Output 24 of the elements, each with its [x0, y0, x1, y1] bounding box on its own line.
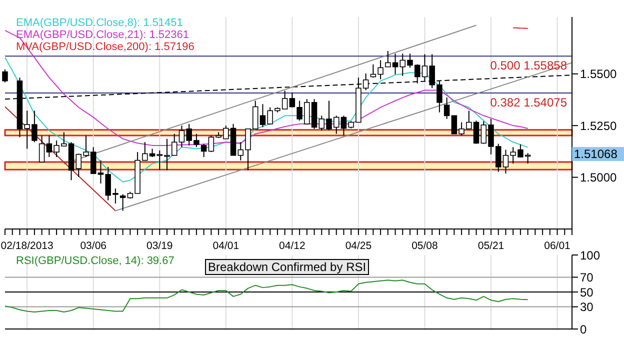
y-tick-label: 1.5500 — [580, 67, 618, 82]
text: RSI(GBP/USD.Close, 14): 39.67 — [16, 255, 174, 267]
x-tick-label: 02/18/2013 — [0, 240, 54, 252]
x-tick-label: 03/19 — [146, 240, 173, 252]
x-tick-label: 05/21 — [478, 240, 504, 252]
x-tick-label: 06/01 — [544, 240, 571, 252]
x-tick-label: 04/12 — [279, 240, 306, 252]
y-tick-label: 1.5000 — [580, 170, 618, 185]
y-tick-label: 50 — [580, 285, 594, 300]
ref-line-label: 0.500 1.55858 — [490, 58, 568, 73]
ref-line-label: 0.382 1.54075 — [490, 96, 568, 110]
x-tick-label: 03/06 — [80, 240, 107, 252]
annotation: Breakdown Confirmed by RSI — [205, 259, 370, 275]
x-tick-label: 04/25 — [345, 240, 372, 252]
y-tick-label: 70 — [580, 270, 594, 284]
y-tick-label: 30 — [580, 300, 594, 314]
y-tick-label: 1.5250 — [580, 118, 618, 133]
x-tick-label: 05/08 — [412, 240, 438, 252]
text: EMA(GBP/USD.Close,8): 1.51451 — [16, 17, 184, 29]
series-label: EMA(GBP/USD.Close,21): 1.52361 — [16, 29, 190, 41]
y-tick-label: 100 — [580, 248, 600, 262]
y-tick-label: 0 — [580, 322, 587, 336]
x-tick-label: 04/01 — [212, 240, 240, 252]
text: 1.51068 — [572, 147, 624, 161]
